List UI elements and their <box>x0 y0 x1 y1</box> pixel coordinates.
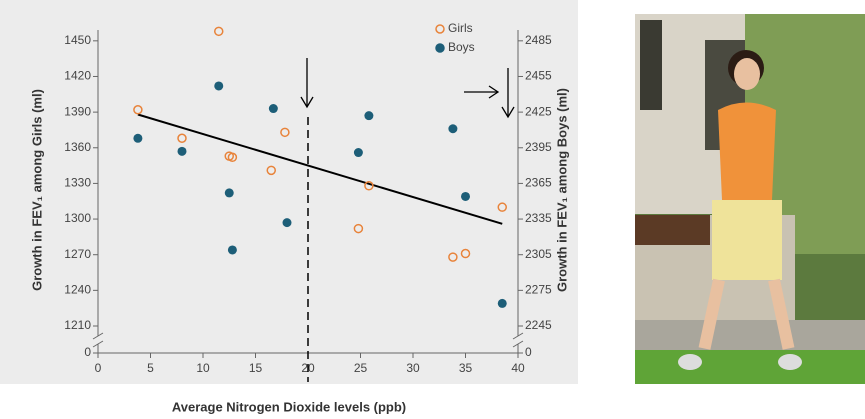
x-tick-label: 40 <box>511 361 525 375</box>
point <box>266 165 276 176</box>
point <box>353 148 363 158</box>
point <box>133 104 143 115</box>
y2-tick-label: 2425 <box>525 104 552 118</box>
legend-marker <box>435 24 445 34</box>
point <box>460 248 471 259</box>
y2-tick-label: 2275 <box>525 283 552 297</box>
y-tick-label: 1450 <box>64 33 91 47</box>
y-tick-label: 1330 <box>64 176 91 190</box>
y2-tick-label: 2365 <box>525 176 552 190</box>
y2-tick-label: 2335 <box>525 211 552 225</box>
y2-tick-label: 2245 <box>525 318 552 332</box>
x-tick-label: 30 <box>406 361 420 375</box>
photo <box>635 14 865 384</box>
legend-marker <box>435 43 445 53</box>
y2-tick-label: 0 <box>525 345 532 359</box>
arrows <box>300 58 515 119</box>
x-axis-label: Average Nitrogen Dioxide levels (ppb) <box>172 399 406 414</box>
axis-break <box>512 332 524 348</box>
point <box>282 218 292 228</box>
point <box>353 223 364 234</box>
x-tick-label: 10 <box>196 361 210 375</box>
y-tick-label: 1420 <box>64 69 91 83</box>
y2-tick-label: 2455 <box>525 69 552 83</box>
point <box>448 252 458 262</box>
y2-tick-label: 2485 <box>525 33 552 47</box>
point <box>364 111 374 121</box>
y2-tick-label: 2395 <box>525 140 552 154</box>
axis-break <box>92 332 104 348</box>
y2-axis-label: Growth in FEV₁ among Boys (ml) <box>554 88 569 292</box>
point <box>461 191 470 201</box>
y-tick-label: 1210 <box>64 318 91 332</box>
y-tick-label: 1390 <box>64 104 91 118</box>
y-tick-label: 1270 <box>64 247 91 261</box>
x-tick-label: 0 <box>95 361 102 375</box>
point <box>268 104 278 114</box>
point <box>227 152 238 163</box>
y-tick-label: 1300 <box>64 211 91 225</box>
point <box>497 298 507 308</box>
trend-line <box>137 113 503 225</box>
legend-label: Boys <box>448 40 475 54</box>
y-tick-label: 1360 <box>64 140 91 154</box>
y2-tick-label: 2305 <box>525 247 552 261</box>
y-tick-label: 1240 <box>64 283 91 297</box>
point <box>177 146 187 156</box>
x-tick-label: 35 <box>459 361 473 375</box>
point <box>214 81 224 91</box>
point <box>497 202 507 212</box>
point <box>227 245 237 255</box>
y-axis-label: Growth in FEV₁ among Girls (ml) <box>29 89 44 291</box>
point <box>214 26 224 37</box>
y-tick-label: 0 <box>84 345 91 359</box>
legend-label: Girls <box>448 21 473 35</box>
x-tick-label: 15 <box>249 361 263 375</box>
point <box>280 127 290 138</box>
point <box>133 133 143 143</box>
point <box>448 124 458 134</box>
x-tick-label: 25 <box>354 361 368 375</box>
point <box>364 181 374 191</box>
point <box>177 133 187 144</box>
point <box>224 188 234 198</box>
x-tick-label: 5 <box>147 361 154 375</box>
chart-background <box>0 0 578 384</box>
